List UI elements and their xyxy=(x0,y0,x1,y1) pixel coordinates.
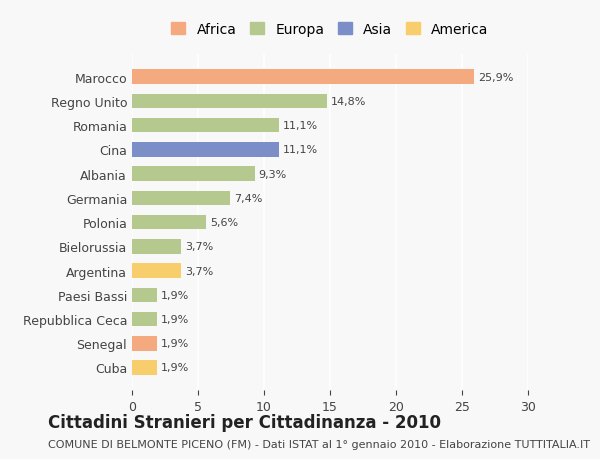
Legend: Africa, Europa, Asia, America: Africa, Europa, Asia, America xyxy=(167,18,493,41)
Bar xyxy=(132,143,278,157)
Text: Cittadini Stranieri per Cittadinanza - 2010: Cittadini Stranieri per Cittadinanza - 2… xyxy=(48,413,441,431)
Text: 14,8%: 14,8% xyxy=(331,97,367,107)
Text: 3,7%: 3,7% xyxy=(185,242,213,252)
Text: 3,7%: 3,7% xyxy=(185,266,213,276)
Bar xyxy=(132,240,181,254)
Text: 1,9%: 1,9% xyxy=(161,363,189,373)
Text: 1,9%: 1,9% xyxy=(161,290,189,300)
Bar xyxy=(132,167,255,181)
Bar xyxy=(132,312,157,326)
Text: COMUNE DI BELMONTE PICENO (FM) - Dati ISTAT al 1° gennaio 2010 - Elaborazione TU: COMUNE DI BELMONTE PICENO (FM) - Dati IS… xyxy=(48,440,590,449)
Bar xyxy=(132,191,230,206)
Text: 9,3%: 9,3% xyxy=(259,169,287,179)
Bar xyxy=(132,70,474,85)
Bar xyxy=(132,360,157,375)
Text: 25,9%: 25,9% xyxy=(478,73,513,83)
Bar xyxy=(132,215,206,230)
Bar xyxy=(132,264,181,278)
Text: 11,1%: 11,1% xyxy=(283,145,317,155)
Bar xyxy=(132,288,157,302)
Bar xyxy=(132,119,278,133)
Text: 5,6%: 5,6% xyxy=(210,218,238,228)
Text: 1,9%: 1,9% xyxy=(161,338,189,348)
Text: 7,4%: 7,4% xyxy=(233,193,262,203)
Bar xyxy=(132,95,328,109)
Bar xyxy=(132,336,157,351)
Text: 11,1%: 11,1% xyxy=(283,121,317,131)
Text: 1,9%: 1,9% xyxy=(161,314,189,325)
